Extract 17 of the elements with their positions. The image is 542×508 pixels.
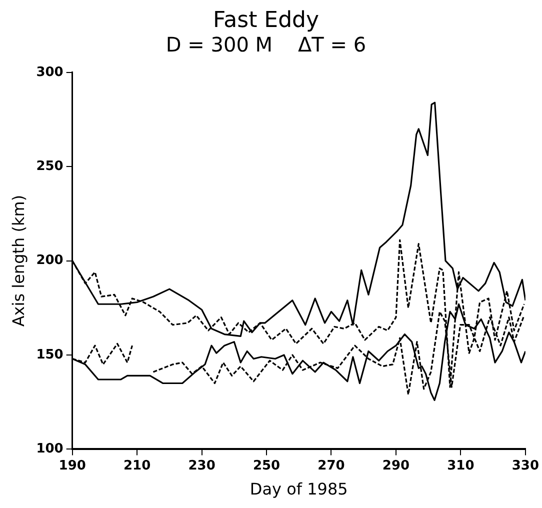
x-tick-label: 210 — [123, 458, 151, 474]
x-tick-label: 330 — [512, 458, 539, 474]
y-tick-label: 200 — [36, 253, 64, 268]
x-tick-label: 290 — [382, 458, 410, 474]
chart-subtitle: D = 300 M ΔT = 6 — [166, 32, 366, 57]
x-tick-label: 250 — [252, 458, 280, 474]
x-axis-title: Day of 1985 — [250, 480, 348, 499]
y-tick-label: 300 — [36, 64, 64, 80]
chart-title: Fast Eddy — [212, 8, 320, 33]
y-tick-label: 150 — [36, 347, 64, 362]
x-tick-label: 310 — [447, 458, 474, 474]
x-tick-label: 230 — [188, 458, 216, 474]
x-tick-label: 190 — [58, 458, 86, 474]
y-axis-title: Axis length (km) — [8, 194, 28, 327]
x-tick-label: 270 — [318, 458, 345, 474]
y-tick-label: 250 — [36, 158, 64, 174]
y-tick-label: 100 — [36, 442, 64, 457]
